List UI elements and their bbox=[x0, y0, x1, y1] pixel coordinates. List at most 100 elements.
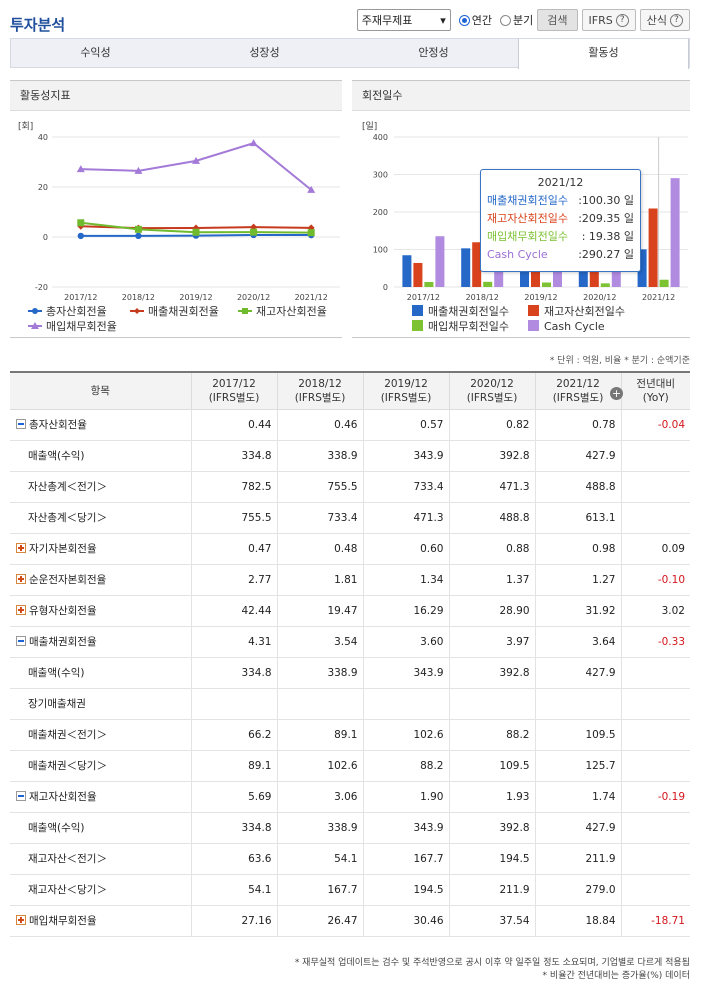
expand-icon[interactable] bbox=[16, 605, 26, 615]
yoy-cell: -0.04 bbox=[620, 408, 690, 441]
formula-label: 산식 bbox=[646, 14, 667, 27]
row-label: 매입채무회전율 bbox=[29, 915, 97, 927]
expand-icon[interactable] bbox=[16, 543, 26, 553]
tooltip-row: 재고자산회전일수:209.35 일 bbox=[487, 210, 634, 228]
column-header-label: 2017/12 bbox=[212, 377, 256, 390]
ifrs-help-button[interactable]: IFRS ? bbox=[581, 9, 636, 31]
legend-label[interactable]: Cash Cycle bbox=[544, 320, 605, 333]
row-label-cell: 매출액(수익) bbox=[10, 811, 192, 844]
collapse-icon[interactable] bbox=[16, 419, 26, 429]
bar[interactable] bbox=[413, 262, 423, 287]
data-point[interactable] bbox=[77, 219, 85, 227]
bar[interactable] bbox=[424, 281, 434, 287]
row-label-cell[interactable]: 유형자산회전율 bbox=[10, 594, 192, 627]
data-point[interactable] bbox=[76, 165, 85, 173]
table-cell: 488.8 bbox=[534, 470, 622, 503]
row-label-cell: 매출채권＜전기＞ bbox=[10, 718, 192, 751]
data-point[interactable] bbox=[249, 139, 258, 147]
table-cell: 2.77 bbox=[190, 563, 278, 596]
bar[interactable] bbox=[472, 242, 482, 287]
legend-label[interactable]: 재고자산회전율 bbox=[256, 305, 327, 318]
data-point[interactable] bbox=[250, 228, 258, 236]
bar[interactable] bbox=[402, 255, 412, 287]
row-label-cell[interactable]: 순운전자본회전율 bbox=[10, 563, 192, 596]
data-point[interactable] bbox=[192, 228, 200, 236]
search-button[interactable]: 검색 bbox=[537, 9, 578, 31]
row-label: 매출액(수익) bbox=[28, 822, 85, 834]
yoy-cell bbox=[620, 501, 690, 534]
expand-icon[interactable] bbox=[16, 574, 26, 584]
row-label: 재고자산＜전기＞ bbox=[28, 853, 107, 865]
expand-icon[interactable] bbox=[16, 915, 26, 925]
bar[interactable] bbox=[637, 249, 647, 287]
data-point[interactable] bbox=[192, 156, 200, 164]
data-point[interactable] bbox=[134, 225, 142, 233]
yoy-cell: -0.19 bbox=[620, 780, 690, 813]
bar[interactable] bbox=[600, 283, 610, 287]
table-row: 자기자본회전율 0.47 0.48 0.60 0.88 0.98 0.09 bbox=[10, 532, 690, 565]
bar[interactable] bbox=[483, 281, 493, 287]
statement-select[interactable]: 주재무제표 ▾ bbox=[356, 9, 451, 31]
row-label-cell[interactable]: 총자산회전율 bbox=[10, 408, 192, 441]
bar[interactable] bbox=[648, 208, 658, 287]
table-cell: 392.8 bbox=[448, 439, 536, 472]
table-row: 순운전자본회전율 2.77 1.81 1.34 1.37 1.27 -0.10 bbox=[10, 563, 690, 596]
data-point[interactable] bbox=[135, 232, 142, 240]
table-cell: 3.64 bbox=[534, 625, 622, 658]
tab-1[interactable]: 성장성 bbox=[249, 46, 280, 59]
legend-label[interactable]: 재고자산회전일수 bbox=[544, 304, 625, 318]
legend-label[interactable]: 매입채무회전일수 bbox=[428, 319, 509, 333]
bar[interactable] bbox=[670, 178, 680, 287]
table-header-row: 항목 2017/12 (IFRS별도) 2018/12 (IFRS별도) 2019/12(… bbox=[10, 371, 690, 410]
collapse-icon[interactable] bbox=[16, 636, 26, 646]
table-row: 총자산회전율 0.44 0.46 0.57 0.82 0.78 -0.04 bbox=[10, 408, 690, 441]
chart-tooltip: 2021/12 매출채권회전일수:100.30 일 재고자산회전일수:209.35… bbox=[480, 169, 641, 272]
radio-quarter[interactable]: 분기 bbox=[500, 12, 533, 28]
legend-label[interactable]: 매출채권회전율 bbox=[148, 305, 219, 318]
row-label-cell: 자산총계＜전기＞ bbox=[10, 470, 192, 503]
table-cell: 4.31 bbox=[190, 625, 278, 658]
table-cell: 427.9 bbox=[534, 811, 622, 844]
legend-marker bbox=[242, 308, 248, 314]
data-point[interactable] bbox=[307, 185, 316, 193]
yoy-cell: -18.71 bbox=[620, 904, 690, 937]
formula-help-button[interactable]: 산식 ? bbox=[639, 9, 690, 31]
bar[interactable] bbox=[659, 279, 669, 287]
radio-unchecked-icon bbox=[500, 14, 512, 26]
legend-label[interactable]: 매출채권회전일수 bbox=[428, 304, 509, 318]
legend-label[interactable]: 총자산회전율 bbox=[46, 305, 107, 318]
radio-annual[interactable]: 연간 bbox=[458, 12, 492, 28]
table-row: 유형자산회전율 42.44 19.47 16.29 28.90 31.92 3.02 bbox=[10, 594, 690, 627]
table-cell: 0.48 bbox=[276, 532, 364, 565]
bar[interactable] bbox=[542, 282, 551, 288]
tooltip-row: 매출채권회전일수:100.30 일 bbox=[487, 192, 634, 210]
tooltip-value: :100.30 일 bbox=[578, 194, 634, 207]
plus-circle-icon[interactable]: + bbox=[610, 386, 623, 400]
row-label-cell[interactable]: 재고자산회전율 bbox=[10, 780, 192, 813]
row-label: 순운전자본회전율 bbox=[29, 574, 107, 586]
table-cell: 167.7 bbox=[276, 873, 364, 906]
y-tick-label: -20 bbox=[35, 283, 48, 292]
row-label-cell[interactable]: 매입채무회전율 bbox=[10, 904, 192, 937]
table-cell: 427.9 bbox=[534, 439, 622, 472]
legend-label[interactable]: 매입채무회전율 bbox=[46, 320, 117, 333]
tab-3[interactable]: 활동성 bbox=[518, 39, 689, 69]
row-label-cell[interactable]: 매출채권회전율 bbox=[10, 625, 192, 658]
tab-2[interactable]: 안정성 bbox=[418, 46, 449, 59]
bar[interactable] bbox=[461, 248, 471, 287]
tab-0[interactable]: 수익성 bbox=[80, 46, 111, 59]
bar[interactable] bbox=[435, 236, 445, 287]
data-point[interactable] bbox=[307, 229, 315, 237]
radio-quarter-label: 분기 bbox=[513, 14, 534, 27]
table-cell: 102.6 bbox=[276, 749, 364, 782]
table-cell: 471.3 bbox=[362, 501, 450, 534]
data-point[interactable] bbox=[77, 232, 85, 240]
column-header-sublabel: (YoY) bbox=[642, 391, 669, 404]
row-label-cell[interactable]: 자기자본회전율 bbox=[10, 532, 192, 565]
collapse-icon[interactable] bbox=[16, 791, 26, 801]
row-label-cell: 매출액(수익) bbox=[10, 439, 192, 472]
x-tick-label: 2021/12 bbox=[295, 293, 328, 302]
table-cell: 54.1 bbox=[276, 842, 364, 875]
row-label: 자산총계＜전기＞ bbox=[28, 481, 107, 493]
data-point[interactable] bbox=[134, 166, 143, 174]
